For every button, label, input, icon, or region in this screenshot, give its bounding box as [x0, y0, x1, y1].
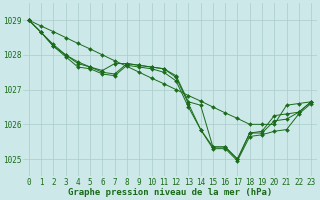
X-axis label: Graphe pression niveau de la mer (hPa): Graphe pression niveau de la mer (hPa)	[68, 188, 272, 197]
